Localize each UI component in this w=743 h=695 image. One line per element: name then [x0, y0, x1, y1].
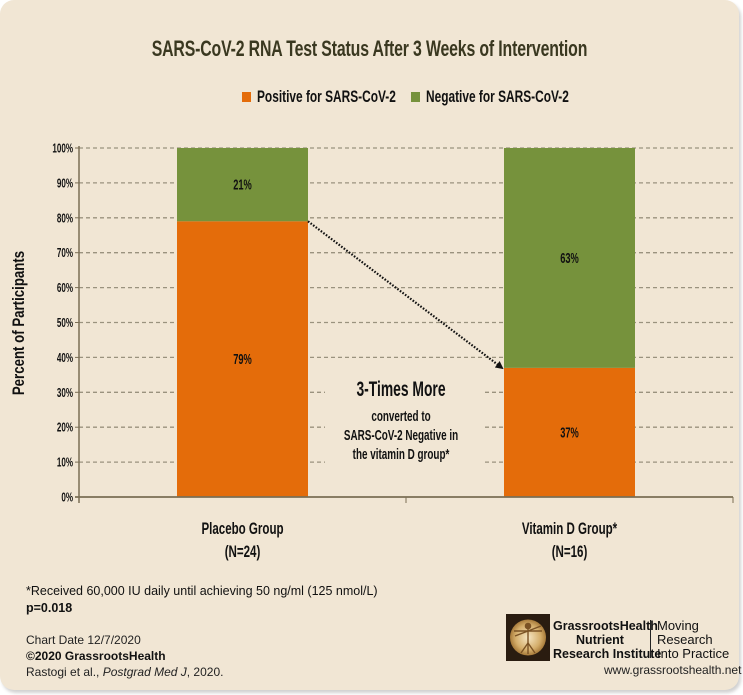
tagline-line1: Moving: [657, 618, 699, 633]
labels: 0% 10% 20% 30% 40% 50% 60% 70% 80% 90% 100% 79% 21% P…: [52, 142, 617, 562]
citation: Rastogi et al., Postgrad Med J, 2020.: [26, 665, 223, 679]
y-tick-label: 30%: [57, 386, 73, 400]
legend-label-positive: Positive for SARS-CoV-2: [257, 87, 396, 106]
bar-data-label: 63%: [560, 250, 579, 267]
citation-authors: Rastogi et al.,: [26, 665, 103, 679]
annotation-background: [325, 372, 483, 468]
bar-vitamin-d-positive: [504, 367, 635, 497]
y-tick-label: 0%: [61, 491, 73, 505]
axes: [75, 146, 734, 503]
bar-placebo-positive: [177, 221, 308, 498]
annotation-box: [325, 372, 483, 468]
tagline-line3: Into Practice: [657, 646, 730, 661]
y-tick-label: 50%: [57, 316, 73, 330]
footnote-pvalue: p=0.018: [26, 601, 73, 615]
y-tick-label: 80%: [57, 211, 73, 225]
y-axis-label: Percent of Participants: [10, 251, 29, 395]
conversion-arrow: [307, 220, 504, 370]
x-category-label: Placebo Group: [201, 520, 283, 539]
annotation-line: SARS-CoV-2 Negative in: [344, 427, 458, 444]
bar-vitamin-d-negative: [504, 148, 635, 368]
org-line3: Research Institute: [553, 647, 662, 661]
y-tick-label: 60%: [57, 281, 73, 295]
annotation-line: converted to: [371, 408, 431, 425]
org-line2: Nutrient: [576, 633, 624, 647]
y-tick-label: 70%: [57, 246, 73, 260]
citation-year: , 2020.: [186, 665, 224, 679]
legend-item-negative: Negative for SARS-CoV-2: [411, 87, 630, 107]
tagline-line2: Research: [657, 632, 713, 647]
footnote-dosage: *Received 60,000 IU daily until achievin…: [26, 584, 378, 598]
bar-data-label: 79%: [233, 351, 252, 368]
bar-data-label: 37%: [560, 424, 579, 441]
y-tick-label: 90%: [57, 177, 73, 191]
legend-swatch-negative: [411, 92, 420, 102]
y-tick-label: 10%: [57, 456, 73, 470]
x-category-n-label: (N=16): [552, 543, 588, 562]
y-tick-label: 20%: [57, 421, 73, 435]
citation-journal: Postgrad Med J: [102, 665, 187, 679]
chart-title-wrap: SARS-CoV-2 RNA Test Status After 3 Weeks…: [0, 36, 739, 62]
legend-item-positive: Positive for SARS-CoV-2: [242, 87, 455, 107]
legend-label-negative: Negative for SARS-CoV-2: [426, 87, 569, 106]
x-category-label: Vitamin D Group*: [522, 520, 618, 539]
annotation-headline: 3-Times More: [356, 377, 445, 401]
y-tick-label: 100%: [52, 142, 73, 156]
website-link[interactable]: www.grassrootshealth.net: [604, 663, 742, 677]
vitruvian-man-icon: [506, 614, 550, 661]
chart-title: SARS-CoV-2 RNA Test Status After 3 Weeks…: [151, 36, 588, 61]
logo-divider: [650, 620, 651, 658]
org-name: GrassrootsHealth Nutrient Research Insti…: [553, 619, 662, 661]
chart-svg: 0% 10% 20% 30% 40% 50% 60% 70% 80% 90% 100% 79% 21% P…: [10, 142, 734, 562]
tagline: Moving Research Into Practice: [657, 619, 729, 661]
chart-date: Chart Date 12/7/2020: [26, 633, 141, 647]
y-tick-label: 40%: [57, 351, 73, 365]
org-line1: GrassrootsHealth: [553, 619, 658, 633]
bars: [177, 148, 635, 498]
bar-placebo-negative: [177, 148, 308, 222]
legend-swatch-positive: [242, 92, 251, 102]
annotation-line: the vitamin D group*: [353, 446, 450, 463]
bar-data-label: 21%: [233, 176, 252, 193]
x-category-n-label: (N=24): [225, 543, 261, 562]
copyright: ©2020 GrassrootsHealth: [26, 649, 166, 663]
logo-graphic: [510, 619, 546, 656]
